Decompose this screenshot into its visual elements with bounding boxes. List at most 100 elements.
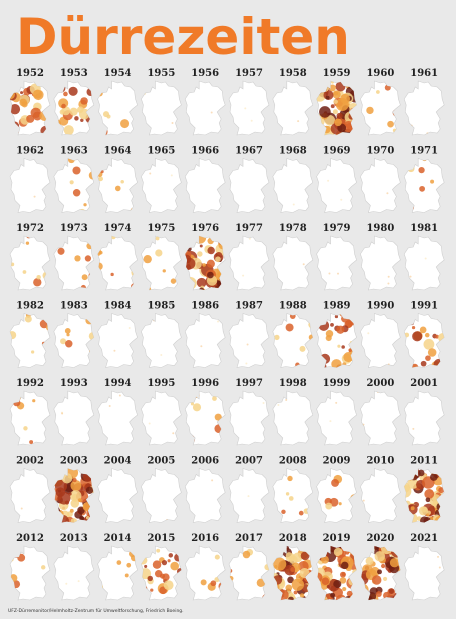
drought-patch (20, 91, 23, 94)
drought-patch (149, 172, 151, 174)
drought-patch (341, 345, 345, 349)
drought-patch (193, 403, 201, 411)
drought-patch (341, 562, 348, 569)
drought-patch (332, 90, 340, 98)
year-label: 1986 (191, 301, 219, 312)
drought-patch (290, 567, 295, 572)
year-label: 1954 (104, 68, 132, 79)
drought-area (61, 412, 63, 415)
drought-patch (163, 269, 166, 272)
drought-patch (294, 591, 298, 595)
drought-patch (115, 186, 121, 192)
drought-patch (82, 274, 88, 280)
drought-patch (340, 199, 342, 201)
year-label: 2000 (366, 378, 394, 389)
drought-patch (33, 90, 42, 99)
year-label: 1953 (60, 68, 88, 79)
year-label: 2001 (410, 378, 438, 389)
drought-patch (126, 563, 131, 568)
drought-patch (330, 323, 334, 327)
drought-patch (200, 244, 203, 247)
drought-patch (74, 255, 80, 261)
drought-patch (319, 106, 331, 118)
drought-patch (412, 326, 415, 329)
drought-patch (426, 513, 429, 516)
drought-patch (325, 503, 332, 510)
drought-patch (287, 476, 292, 481)
year-label: 2019 (323, 533, 351, 544)
drought-patch (202, 263, 206, 267)
drought-patch (372, 575, 382, 585)
drought-patch (70, 180, 74, 184)
drought-patch (418, 167, 424, 173)
drought-patch (70, 480, 81, 491)
drought-patch (73, 189, 80, 196)
drought-patch (388, 276, 390, 278)
year-label: 1981 (410, 223, 438, 234)
drought-patch (411, 506, 415, 510)
year-label: 2018 (279, 533, 307, 544)
drought-patch (86, 487, 93, 494)
drought-patch (336, 113, 342, 119)
year-label: 2021 (410, 533, 438, 544)
drought-patch (19, 99, 27, 107)
drought-patch (197, 251, 202, 256)
drought-patch (300, 346, 306, 352)
drought-patch (41, 565, 45, 569)
drought-patch (242, 275, 244, 277)
drought-patch (26, 241, 29, 244)
drought-patch (437, 556, 439, 558)
drought-patch (31, 350, 34, 353)
year-label: 1979 (323, 223, 351, 234)
drought-patch (285, 584, 292, 591)
drought-patch (74, 116, 79, 121)
drought-patch (83, 203, 86, 206)
drought-patch (366, 107, 373, 114)
year-label: 2011 (410, 456, 438, 467)
drought-patch (336, 326, 344, 334)
drought-patch (171, 278, 176, 283)
year-label: 1964 (104, 146, 132, 157)
year-label: 1989 (323, 301, 351, 312)
drought-patch (66, 333, 69, 336)
drought-patch (26, 115, 34, 123)
drought-patch (418, 470, 425, 477)
year-label: 1976 (191, 223, 219, 234)
drought-patch (34, 196, 36, 198)
drought-patch (72, 166, 80, 174)
drought-patch (36, 275, 40, 279)
year-label: 1998 (279, 378, 307, 389)
drought-patch (120, 119, 129, 128)
drought-patch (337, 345, 340, 348)
drought-patch (65, 583, 67, 585)
drought-patch (425, 333, 430, 338)
drought-patch (207, 272, 214, 279)
year-label: 2017 (235, 533, 263, 544)
drought-patch (439, 567, 441, 569)
drought-patch (109, 405, 111, 407)
year-label: 1996 (191, 378, 219, 389)
drought-patch (191, 402, 194, 405)
drought-patch (366, 557, 374, 565)
drought-patch (331, 104, 335, 108)
drought-patch (164, 580, 174, 590)
drought-patch (274, 335, 279, 340)
drought-patch (80, 97, 87, 104)
drought-patch (125, 573, 129, 577)
drought-patch (328, 273, 330, 275)
drought-patch (367, 332, 369, 334)
drought-patch (144, 255, 152, 263)
drought-patch (212, 396, 217, 401)
drought-patch (171, 122, 173, 124)
drought-patch (78, 580, 80, 582)
drought-patch (335, 402, 337, 404)
year-label: 1966 (191, 146, 219, 157)
year-label: 1977 (235, 223, 263, 234)
title: Dürrezeiten (16, 8, 350, 66)
drought-patch (376, 90, 380, 94)
drought-patch (70, 509, 74, 513)
drought-patch (286, 323, 294, 331)
drought-patch (160, 574, 165, 579)
year-label: 1974 (104, 223, 132, 234)
drought-patch (425, 257, 427, 259)
